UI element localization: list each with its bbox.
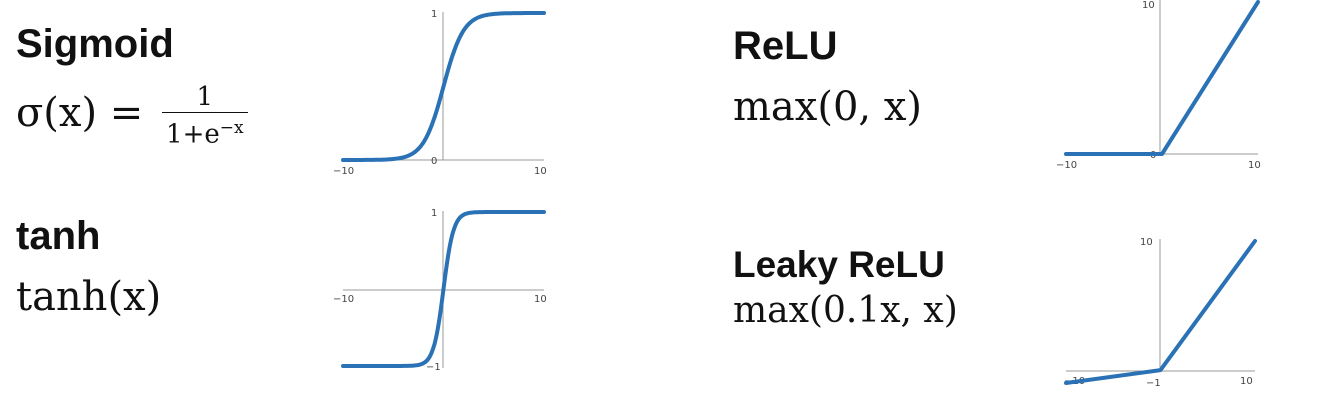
- sigmoid-tick-y-max: 1: [431, 9, 437, 20]
- sigmoid-formula-lhs: σ(x) =: [16, 89, 157, 136]
- sigmoid-denominator-exponent: −x: [219, 118, 244, 138]
- sigmoid-tick-x-min: −10: [333, 166, 354, 177]
- relu-title: ReLU: [733, 24, 838, 68]
- sigmoid-formula: σ(x) = 1 1+e−x: [16, 82, 248, 150]
- relu-formula: max(0, x): [733, 84, 922, 130]
- sigmoid-tick-x-max: 10: [534, 166, 547, 177]
- leaky-relu-tick-x-max: 10: [1240, 376, 1253, 387]
- sigmoid-tick-y-zero: 0: [431, 156, 437, 167]
- relu-tick-x-max: 10: [1248, 160, 1261, 171]
- leaky-relu-tick-y-min: −1: [1146, 378, 1161, 389]
- sigmoid-curve: [341, 11, 546, 162]
- relu-tick-x-min: −10: [1056, 160, 1077, 171]
- sigmoid-denominator-base: 1+e: [166, 119, 220, 150]
- leaky-relu-formula: max(0.1x, x): [733, 290, 958, 331]
- leaky-relu-chart: 10 −1 −10 10: [1064, 237, 1257, 389]
- relu-tick-y-max: 10: [1142, 0, 1155, 11]
- sigmoid-denominator: 1+e−x: [162, 113, 248, 150]
- leaky-relu-curve: [1064, 239, 1257, 385]
- tanh-chart: 1 −1 −10 10: [333, 208, 547, 373]
- tanh-tick-x-min: −10: [333, 294, 354, 305]
- relu-chart: 10 0 −10 10: [1056, 0, 1261, 171]
- sigmoid-numerator: 1: [162, 82, 248, 113]
- leaky-relu-title: Leaky ReLU: [733, 244, 945, 285]
- sigmoid-fraction: 1 1+e−x: [162, 82, 248, 150]
- tanh-title: tanh: [16, 214, 101, 258]
- leaky-relu-tick-y-max: 10: [1140, 237, 1153, 248]
- tanh-tick-x-max: 10: [534, 294, 547, 305]
- tanh-curve: [341, 210, 546, 368]
- tanh-tick-y-max: 1: [431, 208, 437, 219]
- tanh-formula: tanh(x): [16, 274, 162, 320]
- sigmoid-title: Sigmoid: [16, 22, 174, 66]
- sigmoid-chart: 1 0 −10 10: [333, 9, 547, 177]
- relu-curve: [1064, 0, 1260, 156]
- tanh-tick-y-min: −1: [426, 362, 441, 373]
